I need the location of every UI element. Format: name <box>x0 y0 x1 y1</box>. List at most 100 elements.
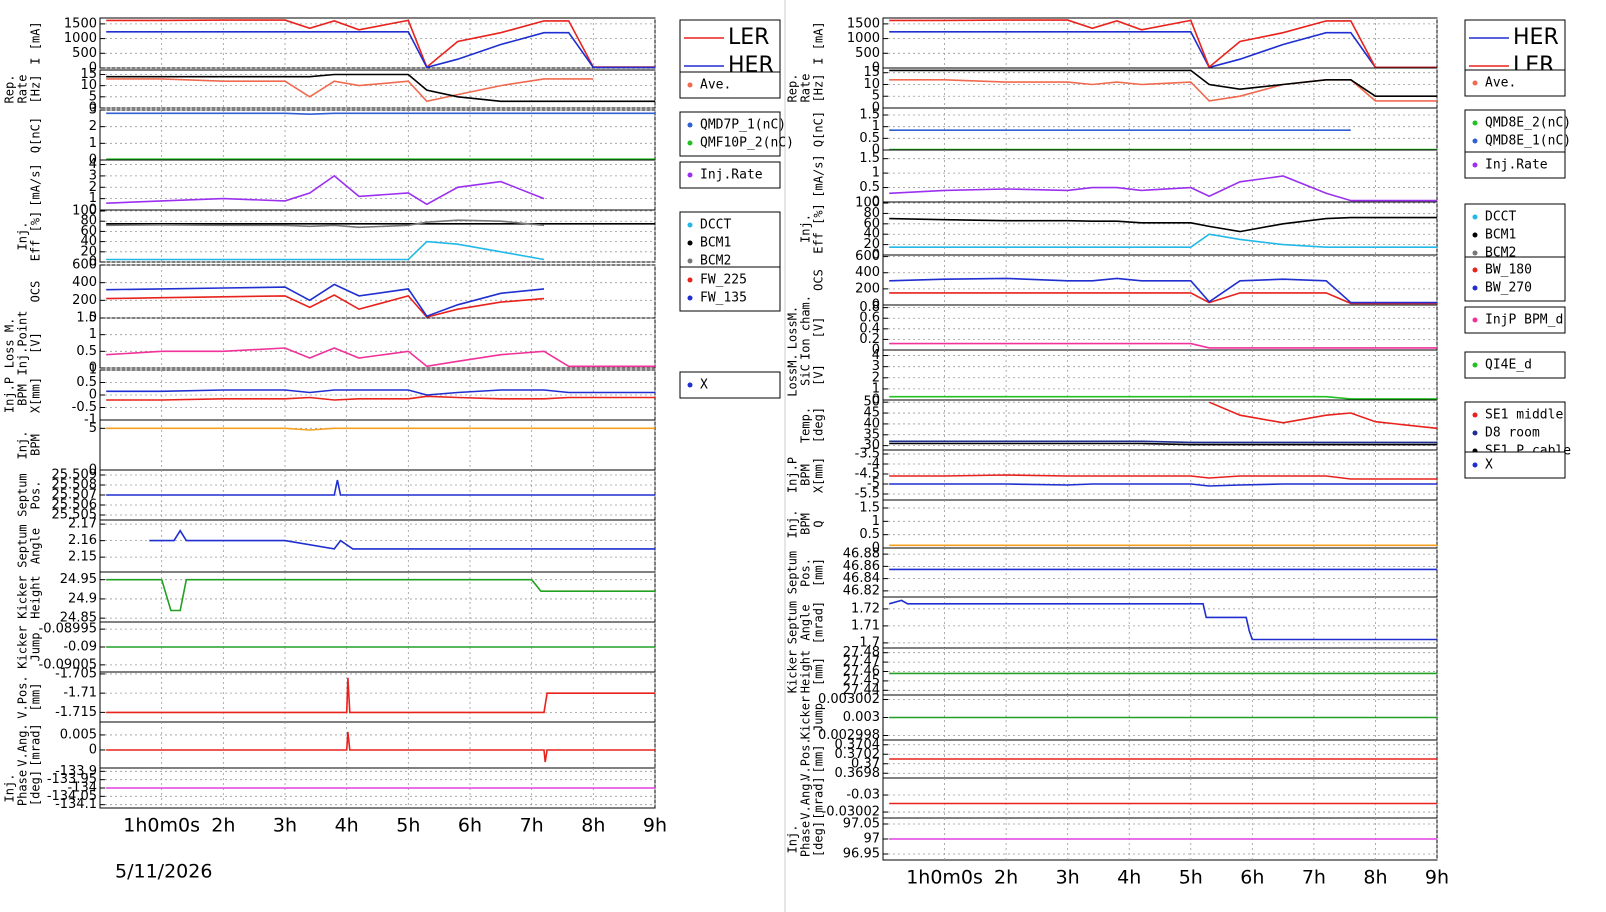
legend-label: LER <box>728 25 769 50</box>
y-tick-label: 0 <box>89 255 97 270</box>
y-axis-label: Septum <box>786 551 800 594</box>
y-tick-label: 0.37 <box>851 756 880 771</box>
y-axis-label: Loss M. <box>3 318 17 369</box>
legend-label: BW_270 <box>1485 281 1532 296</box>
legend-label: QMD8E_1(nC) <box>1485 134 1571 149</box>
legend-box <box>679 111 781 157</box>
y-tick-label: 27.46 <box>843 664 880 679</box>
y-axis-label: Phase <box>799 821 813 857</box>
y-tick-label: 1.7 <box>859 635 880 650</box>
y-axis-label: [mm] <box>812 745 826 774</box>
legend-box <box>1464 351 1566 379</box>
x-tick-label: 4h <box>335 815 359 837</box>
y-tick-label: 1000 <box>847 31 880 46</box>
y-tick-label: 60 <box>80 224 97 239</box>
series-line <box>889 342 1437 349</box>
legend-swatch <box>1472 232 1478 238</box>
y-axis-label: Temp. <box>799 407 813 443</box>
y-tick-label: 0 <box>872 143 880 158</box>
y-axis-label: Rep. <box>3 75 17 104</box>
x-tick-label: 2h <box>211 815 235 837</box>
y-axis-label: Height <box>29 575 43 618</box>
legend-swatch <box>1472 162 1478 168</box>
legend-swatch <box>687 122 693 128</box>
y-tick-label: 1000 <box>64 31 97 46</box>
y-tick-label: 3 <box>872 359 880 374</box>
y-axis-label: BPM <box>16 384 30 406</box>
series-line <box>106 219 545 229</box>
y-tick-label: 96.95 <box>843 847 880 862</box>
x-tick-label: 6h <box>1240 867 1264 889</box>
y-tick-label: 46.82 <box>843 583 880 598</box>
y-tick-label: 0 <box>89 361 97 376</box>
y-tick-label: 0 <box>872 298 880 313</box>
y-axis-label: [deg] <box>812 407 826 443</box>
y-tick-label: 1 <box>89 327 97 342</box>
y-axis-label: [Hz] <box>812 74 826 103</box>
y-axis-label: Kicker <box>786 650 800 693</box>
legend-swatch <box>1472 285 1478 291</box>
y-axis-label: BPM <box>799 464 813 486</box>
y-tick-label: 1500 <box>64 16 97 31</box>
series-line <box>106 283 545 318</box>
legend-swatch <box>687 222 693 228</box>
y-tick-label: 20 <box>80 244 97 259</box>
legend-box <box>679 211 781 275</box>
y-tick-label: 1.5 <box>76 311 97 326</box>
legend-swatch <box>687 277 693 283</box>
legend-swatch <box>1472 462 1478 468</box>
y-axis-label: Eff [%] <box>812 203 826 254</box>
y-tick-label: 80 <box>863 206 880 221</box>
y-axis-label: V.Pos. <box>16 675 30 718</box>
legend-swatch <box>1472 80 1478 86</box>
series-line <box>889 216 1437 233</box>
y-axis-label: I [mA] <box>812 21 826 64</box>
legend-label: BCM2 <box>700 254 731 269</box>
series-line <box>106 578 655 612</box>
y-axis-label: V.Pos. <box>799 737 813 780</box>
series-line <box>889 292 1437 305</box>
y-axis-label: Q <box>812 520 826 527</box>
y-axis-label: Inj.P <box>786 457 800 493</box>
series-line <box>106 347 655 368</box>
y-tick-label: 27.47 <box>843 655 880 670</box>
y-axis-label: Septum <box>786 601 800 644</box>
y-tick-label: -3.5 <box>855 447 880 462</box>
series-line <box>106 19 655 69</box>
y-axis-label: Q[nC] <box>812 111 826 147</box>
y-axis-label: [mrad] <box>812 776 826 819</box>
y-tick-label: 1.72 <box>851 601 880 616</box>
y-tick-label: 20 <box>863 237 880 252</box>
y-axis-label: Pos. <box>799 558 813 587</box>
legend-box <box>1464 306 1566 334</box>
legend-swatch <box>1472 430 1478 436</box>
legend-swatch <box>687 258 693 264</box>
y-tick-label: 1 <box>872 166 880 181</box>
legend-label: X <box>1485 458 1493 473</box>
legend-label: QMD7P_1(nC) <box>700 118 786 133</box>
y-axis-label: Inj.Point <box>16 310 30 375</box>
legend-label: QI4E_d <box>1485 358 1532 373</box>
y-tick-label: 80 <box>80 214 97 229</box>
y-tick-label: 100 <box>855 196 880 211</box>
y-tick-label: 24.9 <box>68 591 97 606</box>
legend-box <box>679 71 781 99</box>
y-tick-label: 25.507 <box>52 488 98 503</box>
y-axis-label: [Hz] <box>29 75 43 104</box>
series-line <box>106 294 545 318</box>
y-tick-label: 10 <box>80 78 97 93</box>
legend-swatch <box>687 295 693 301</box>
y-tick-label: 0.5 <box>859 527 880 542</box>
series-line <box>889 442 1437 446</box>
y-axis-label: [mrad] <box>812 601 826 644</box>
x-tick-label: 3h <box>273 815 297 837</box>
legend-swatch <box>1472 214 1478 220</box>
y-tick-label: 0 <box>872 195 880 210</box>
y-axis-label: [deg] <box>29 770 43 806</box>
y-tick-label: 600 <box>855 249 880 264</box>
y-tick-label: 0.5 <box>76 344 97 359</box>
legend-swatch <box>1472 412 1478 418</box>
series-line <box>889 474 1437 480</box>
y-tick-label: 600 <box>72 258 97 273</box>
